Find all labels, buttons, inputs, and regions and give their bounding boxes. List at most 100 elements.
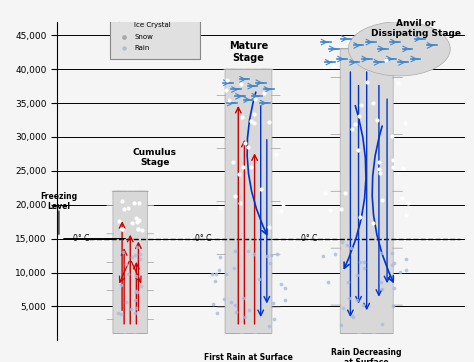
FancyBboxPatch shape	[340, 49, 393, 333]
Point	[337, 319, 345, 325]
Point	[259, 144, 266, 150]
Point	[349, 138, 357, 144]
Point	[328, 253, 336, 258]
Point	[252, 195, 260, 201]
Point	[119, 302, 127, 308]
Point	[228, 145, 236, 151]
Point	[250, 256, 258, 262]
Point	[133, 261, 140, 266]
Point	[254, 323, 261, 328]
Point	[120, 34, 128, 39]
Point	[374, 220, 382, 226]
Text: 0° C: 0° C	[301, 234, 318, 243]
Point	[210, 93, 218, 98]
Point	[214, 97, 222, 103]
Point	[372, 247, 380, 252]
Point	[271, 306, 279, 312]
Point	[346, 96, 354, 101]
Point	[211, 73, 219, 79]
Point	[325, 316, 332, 321]
Point	[328, 293, 335, 299]
Point	[241, 216, 248, 222]
Text: First Rain at Surface: First Rain at Surface	[204, 353, 293, 362]
Point	[249, 135, 257, 141]
Point	[129, 289, 137, 295]
Point	[358, 119, 366, 125]
Point	[135, 230, 143, 236]
Point	[116, 316, 124, 321]
Point	[389, 103, 397, 109]
Point	[131, 250, 139, 256]
Point	[380, 201, 388, 206]
Point	[121, 284, 128, 290]
Point	[130, 311, 137, 317]
Point	[257, 323, 264, 329]
Point	[263, 265, 271, 271]
Point	[271, 307, 278, 313]
Point	[261, 106, 268, 112]
Ellipse shape	[348, 22, 450, 76]
Point	[279, 97, 287, 103]
Point	[133, 230, 141, 236]
Point	[382, 264, 390, 270]
Point	[274, 242, 282, 248]
Point	[122, 207, 129, 212]
Point	[241, 253, 249, 259]
Point	[394, 323, 402, 328]
Point	[319, 298, 327, 304]
Point	[332, 173, 339, 179]
Point	[352, 157, 359, 163]
Point	[330, 176, 337, 182]
Point	[330, 172, 338, 178]
Point	[132, 222, 139, 227]
Point	[407, 257, 414, 262]
Point	[322, 211, 329, 217]
Point	[133, 283, 140, 289]
Text: 0° C: 0° C	[195, 234, 212, 243]
Point	[218, 117, 225, 122]
Point	[128, 303, 135, 309]
Point	[136, 252, 144, 258]
Text: 0° C: 0° C	[73, 234, 90, 243]
Point	[370, 203, 377, 209]
Point	[274, 269, 282, 274]
Point	[368, 103, 375, 109]
Point	[395, 106, 402, 111]
Point	[137, 231, 144, 237]
Text: Snow: Snow	[134, 34, 153, 39]
Point	[391, 246, 399, 252]
Point	[263, 304, 271, 310]
Point	[214, 312, 221, 318]
FancyBboxPatch shape	[113, 191, 147, 333]
Point	[389, 134, 397, 139]
Point	[249, 308, 256, 313]
Point	[402, 306, 410, 311]
Point	[367, 276, 375, 282]
Point	[271, 253, 278, 259]
Point	[381, 241, 389, 247]
Point	[369, 192, 377, 198]
Point	[383, 182, 390, 188]
Text: Mature
Stage: Mature Stage	[229, 41, 268, 63]
Point	[129, 296, 137, 302]
Point	[357, 161, 365, 167]
Point	[346, 105, 354, 111]
Point	[380, 260, 387, 266]
Point	[116, 251, 124, 257]
Point	[373, 204, 381, 210]
Point	[320, 288, 328, 294]
Point	[246, 198, 253, 204]
Point	[236, 257, 243, 263]
Point	[239, 206, 247, 212]
Point	[120, 249, 128, 255]
Point	[342, 256, 350, 262]
Point	[260, 241, 268, 247]
Point	[244, 277, 251, 283]
Point	[331, 300, 338, 306]
FancyBboxPatch shape	[110, 18, 200, 59]
Point	[119, 226, 127, 231]
Point	[128, 216, 136, 222]
Point	[391, 254, 398, 260]
Point	[254, 264, 262, 269]
Text: Freezing
Level: Freezing Level	[40, 191, 77, 211]
